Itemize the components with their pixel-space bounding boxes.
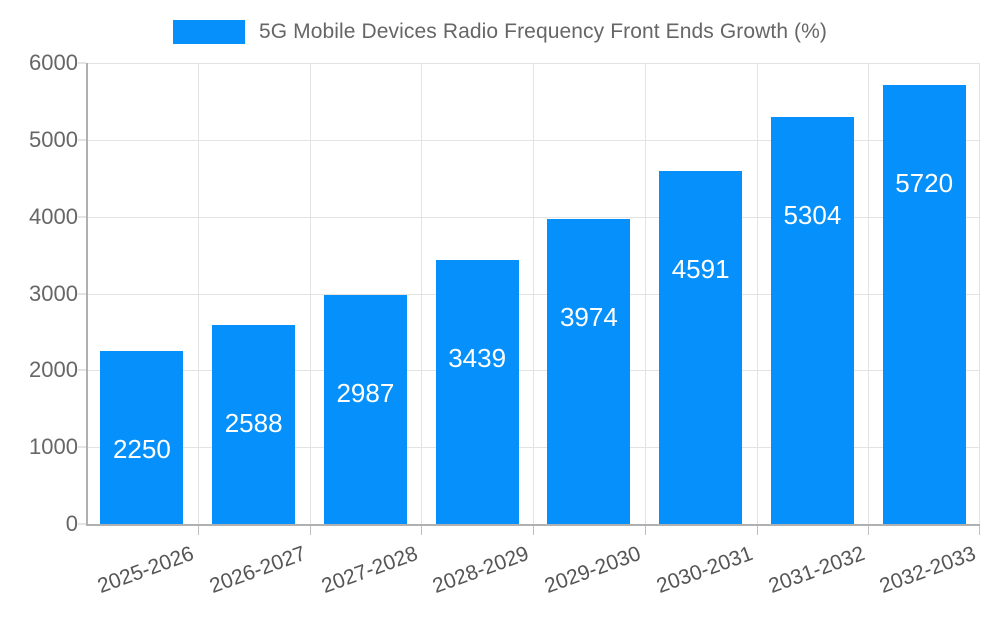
y-tick-label: 6000 bbox=[29, 50, 78, 75]
x-tick-mark bbox=[644, 526, 646, 535]
y-tick-label: 2000 bbox=[29, 357, 78, 383]
legend-item-series-1[interactable]: 5G Mobile Devices Radio Frequency Front … bbox=[172, 20, 828, 44]
bar-2029-2030[interactable]: 3974 bbox=[547, 218, 631, 524]
y-axis-ticks: 6000 5000 4000 3000 2000 1000 0 bbox=[0, 50, 86, 536]
y-tick-mark bbox=[78, 369, 86, 371]
category-gridline bbox=[756, 63, 758, 524]
x-axis-line bbox=[86, 524, 980, 526]
y-tick-label: 5000 bbox=[29, 126, 78, 152]
y-tick-label: 1000 bbox=[29, 434, 78, 460]
bar-value-label: 3439 bbox=[448, 342, 507, 373]
category-gridline bbox=[421, 63, 423, 524]
bar-value-label: 2588 bbox=[224, 408, 283, 439]
y-tick-label: 0 bbox=[65, 511, 78, 536]
category-gridline bbox=[979, 63, 980, 524]
legend-swatch-icon bbox=[172, 20, 245, 44]
y-tick-mark bbox=[78, 139, 86, 141]
y-tick-mark bbox=[78, 293, 86, 294]
x-tick-mark bbox=[197, 526, 199, 535]
y-tick-label: 4000 bbox=[29, 203, 78, 229]
y-tick-mark bbox=[78, 446, 86, 448]
x-axis-ticks: 2025-2026 2026-2027 2027-2028 2028-2029 … bbox=[86, 526, 980, 600]
x-tick-mark bbox=[979, 526, 980, 535]
bar-2031-2032[interactable]: 5304 bbox=[770, 116, 854, 524]
legend-label: 5G Mobile Devices Radio Frequency Front … bbox=[258, 20, 828, 43]
category-gridline bbox=[644, 63, 646, 524]
bar-2025-2026[interactable]: 2250 bbox=[100, 351, 184, 524]
x-tick-mark bbox=[309, 526, 311, 535]
bar-2026-2027[interactable]: 2588 bbox=[212, 325, 296, 524]
y-tick-mark bbox=[78, 62, 86, 64]
bar-value-label: 5304 bbox=[783, 199, 842, 230]
category-gridline bbox=[868, 63, 870, 524]
bar-2032-2033[interactable]: 5720 bbox=[882, 84, 966, 524]
bar-2027-2028[interactable]: 2987 bbox=[323, 294, 407, 524]
y-tick-mark bbox=[78, 523, 86, 525]
bar-value-label: 2987 bbox=[336, 377, 395, 408]
plot-area: 2250 2588 2987 3439 3974 4591 5304 5720 bbox=[86, 63, 980, 524]
bar-2028-2029[interactable]: 3439 bbox=[435, 259, 519, 524]
chart-legend: 5G Mobile Devices Radio Frequency Front … bbox=[0, 14, 1000, 50]
bar-value-label: 2250 bbox=[112, 434, 171, 465]
category-gridline bbox=[309, 63, 311, 524]
y-tick-label: 3000 bbox=[29, 280, 78, 306]
x-tick-mark bbox=[533, 526, 534, 535]
y-axis-line bbox=[86, 63, 88, 525]
bar-value-label: 4591 bbox=[671, 254, 730, 285]
x-tick-mark bbox=[421, 526, 423, 535]
category-gridline bbox=[197, 63, 199, 524]
bar-chart: 5G Mobile Devices Radio Frequency Front … bbox=[0, 14, 1000, 600]
x-tick-mark bbox=[868, 526, 870, 535]
x-tick-mark bbox=[756, 526, 758, 535]
category-gridline bbox=[533, 63, 534, 524]
y-tick-mark bbox=[78, 216, 86, 218]
bar-value-label: 5720 bbox=[895, 167, 954, 198]
bar-value-label: 3974 bbox=[559, 301, 618, 332]
bar-2030-2031[interactable]: 4591 bbox=[659, 171, 743, 524]
